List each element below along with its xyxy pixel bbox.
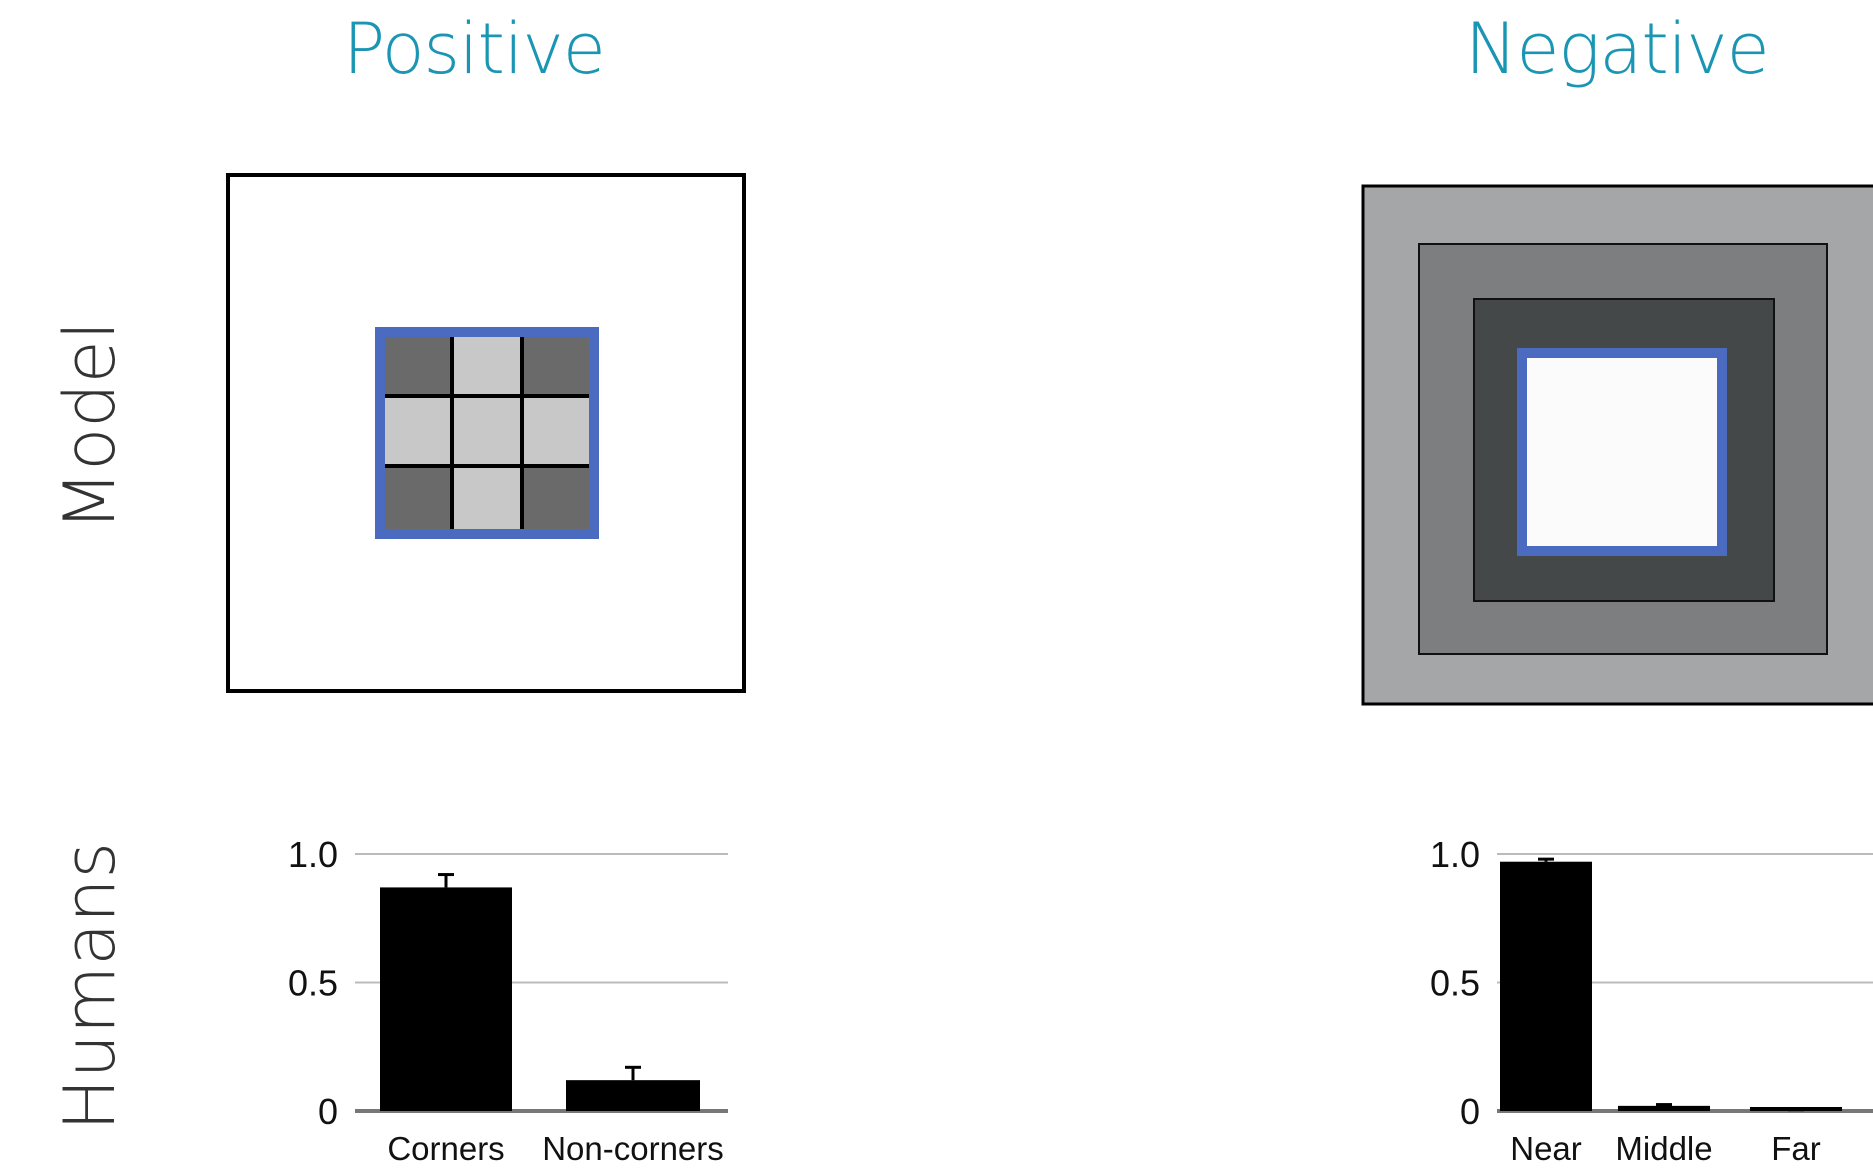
grid-cell	[522, 396, 592, 466]
category-label: Non-corners	[542, 1130, 724, 1167]
bar-near	[1500, 861, 1592, 1111]
positive-frame	[226, 173, 746, 693]
y-tick-label: 1.0	[1430, 834, 1480, 875]
grid-cell	[452, 396, 522, 466]
y-tick-label: 0.5	[288, 963, 338, 1004]
category-label: Corners	[387, 1130, 504, 1167]
positive-model-diagram	[226, 173, 746, 693]
category-label: Far	[1771, 1130, 1821, 1167]
positive-grid	[375, 327, 599, 539]
negative-model-diagram	[1361, 184, 1873, 706]
grid-cell-corner	[522, 466, 592, 530]
y-tick-label: 1.0	[288, 834, 338, 875]
category-label: Middle	[1615, 1130, 1712, 1167]
bar-middle	[1618, 1105, 1710, 1111]
bar-corners	[380, 887, 512, 1111]
grid-cell	[452, 334, 522, 396]
y-tick-label: 0	[318, 1091, 338, 1132]
y-tick-label: 0	[1460, 1091, 1480, 1132]
category-label: Near	[1510, 1130, 1582, 1167]
grid-cell-corner	[382, 334, 452, 396]
target-region	[1517, 348, 1727, 556]
grid-cell	[452, 466, 522, 530]
positive-humans-chart: 0 0.5 1.0 Corners Non-corners	[288, 834, 728, 1167]
negative-title: Negative	[1465, 8, 1770, 90]
bar-non-corners	[566, 1080, 700, 1111]
grid-cell-corner	[522, 334, 592, 396]
positive-title: Positive	[343, 8, 606, 90]
grid-cell	[382, 396, 452, 466]
highlight-box	[375, 327, 599, 539]
negative-humans-chart: 0 0.5 1.0 Near Middle Far	[1430, 834, 1873, 1167]
grid-cell-corner	[382, 466, 452, 530]
y-tick-label: 0.5	[1430, 963, 1480, 1004]
